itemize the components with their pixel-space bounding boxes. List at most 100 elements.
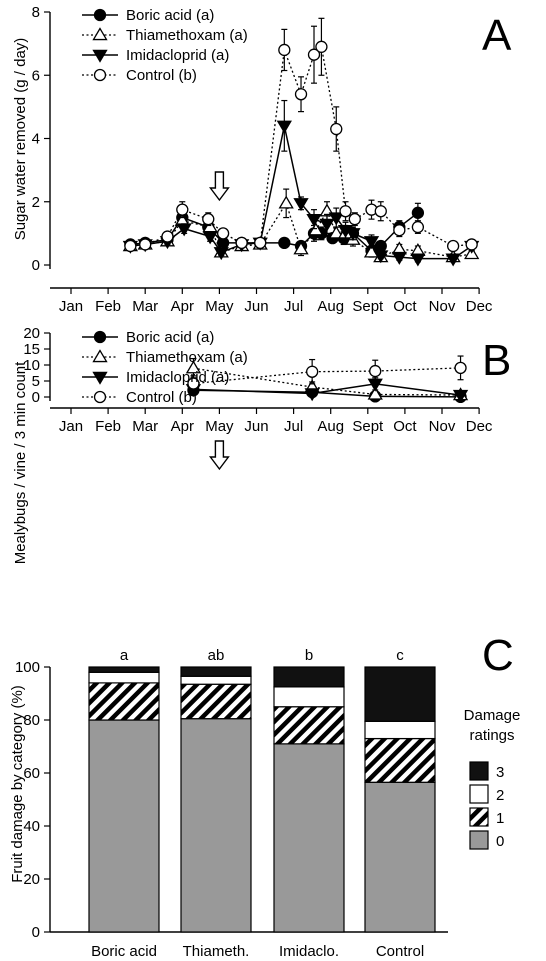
data-point	[124, 239, 137, 253]
data-point	[411, 206, 425, 219]
panel-a-legend: Boric acid (a) Thiamethoxam (a) Imidaclopr…	[82, 7, 248, 84]
data-point	[465, 238, 478, 251]
panel-c-letter: C	[482, 631, 514, 680]
y-tick-label: 20	[23, 871, 40, 888]
x-tick-label: Apr	[171, 418, 194, 435]
series-3	[187, 355, 467, 392]
legend-swatch	[469, 807, 489, 827]
data-point	[328, 212, 344, 226]
legend-swatch	[469, 784, 489, 804]
panel-a: A Sugar water removed (g / day) 0 2 4 6 8 Jan…	[12, 4, 512, 315]
x-tick-label: Apr	[171, 298, 194, 315]
legend-item-1: 1	[469, 807, 504, 827]
x-tick-label: Dec	[466, 298, 493, 315]
data-point	[330, 122, 343, 136]
y-tick-label: 0	[32, 924, 40, 941]
legend-item-1: Thiamethoxam (a)	[82, 349, 248, 366]
group-letter: c	[396, 647, 404, 664]
y-tick-label: 6	[32, 67, 40, 84]
bar-segment	[364, 781, 436, 933]
panel-a-series	[122, 17, 480, 267]
bar-stack-3: c Control	[364, 647, 436, 960]
legend-item-2: 2	[469, 784, 504, 804]
data-point	[345, 228, 361, 242]
x-tick-label: Mar	[132, 298, 158, 315]
category-label: Thiameth.	[183, 943, 250, 960]
panel-a-letter: A	[482, 11, 512, 60]
legend-item-0: Boric acid (a)	[82, 329, 214, 346]
bar-segment	[364, 737, 436, 783]
bar-stack-1: ab Thiameth.	[180, 647, 252, 960]
y-tick-label: 60	[23, 765, 40, 782]
data-point	[348, 212, 361, 226]
x-tick-label: Jul	[284, 298, 303, 315]
y-tick-label: 40	[23, 818, 40, 835]
x-tick-label: Sept	[352, 418, 384, 435]
legend-item-2: Imidacloprid (a)	[82, 369, 229, 386]
data-point	[176, 203, 189, 216]
y-tick-label: 100	[15, 659, 40, 676]
bar-segment	[273, 666, 345, 688]
x-tick-label: May	[205, 418, 234, 435]
x-tick-label: Feb	[95, 298, 121, 315]
panel-c: C Fruit damage by category (%) 020406080…	[9, 631, 520, 960]
bar-segment	[364, 666, 436, 722]
data-point	[373, 250, 389, 264]
bar-segment	[180, 675, 252, 685]
data-point	[339, 205, 352, 218]
group-letter: ab	[208, 647, 225, 664]
x-tick-label: Jan	[59, 298, 83, 315]
bar-segment	[273, 706, 345, 745]
data-point	[307, 48, 321, 61]
panel-b-legend: Boric acid (a) Thiamethoxam (a) Imidaclopr…	[82, 329, 248, 406]
legend-marker	[93, 330, 107, 344]
legend-marker	[92, 49, 108, 63]
legend-label: Thiamethoxam (a)	[126, 27, 248, 44]
x-tick-label: Sept	[352, 298, 384, 315]
treatment-arrow-icon	[209, 440, 230, 471]
legend-label: Imidacloprid (a)	[126, 47, 229, 64]
data-point	[304, 388, 320, 402]
category-label: Boric acid	[91, 943, 157, 960]
legend-label: Imidacloprid (a)	[126, 369, 229, 386]
panel-a-ylabel: Sugar water removed (g / day)	[12, 38, 29, 241]
bar-segment	[88, 671, 160, 684]
series-line	[130, 45, 472, 247]
data-point	[319, 218, 335, 232]
data-point	[410, 253, 426, 267]
x-tick-label: Jul	[284, 418, 303, 435]
x-tick-label: Oct	[393, 298, 417, 315]
series-line	[130, 125, 473, 260]
x-tick-label: Dec	[466, 418, 493, 435]
data-point	[308, 222, 324, 236]
legend-marker	[92, 27, 108, 41]
panel-b-letter: B	[482, 336, 511, 385]
bar-segment	[88, 719, 160, 933]
panel-b: B Mealybugs / vine / 3 min count 0510152…	[12, 325, 511, 564]
legend-item-3: Control (b)	[82, 389, 197, 406]
series-3	[124, 17, 478, 253]
legend-label: Boric acid (a)	[126, 329, 214, 346]
data-point	[254, 236, 267, 250]
series-0	[187, 384, 467, 403]
x-tick-label: Feb	[95, 418, 121, 435]
legend-item-0: 0	[469, 830, 504, 850]
legend-label: 2	[496, 787, 504, 804]
data-point	[452, 389, 469, 403]
legend-swatch	[469, 830, 489, 850]
legend-marker	[93, 8, 107, 22]
panel-a-axes: 0 2 4 6 8 Jan Feb Mar Apr May Jun Jul Aug Sept Oct Nov D…	[32, 4, 493, 315]
data-point	[454, 361, 467, 375]
x-tick-label: Nov	[429, 298, 456, 315]
data-point	[374, 205, 387, 218]
data-point	[411, 220, 425, 234]
bar-segment	[180, 683, 252, 720]
data-point	[235, 236, 248, 250]
y-tick-label: 0	[32, 257, 40, 274]
x-tick-label: Oct	[393, 418, 417, 435]
data-point	[391, 251, 407, 265]
x-tick-label: Mar	[132, 418, 158, 435]
legend-label: 0	[496, 833, 504, 850]
x-tick-label: Jun	[244, 298, 268, 315]
